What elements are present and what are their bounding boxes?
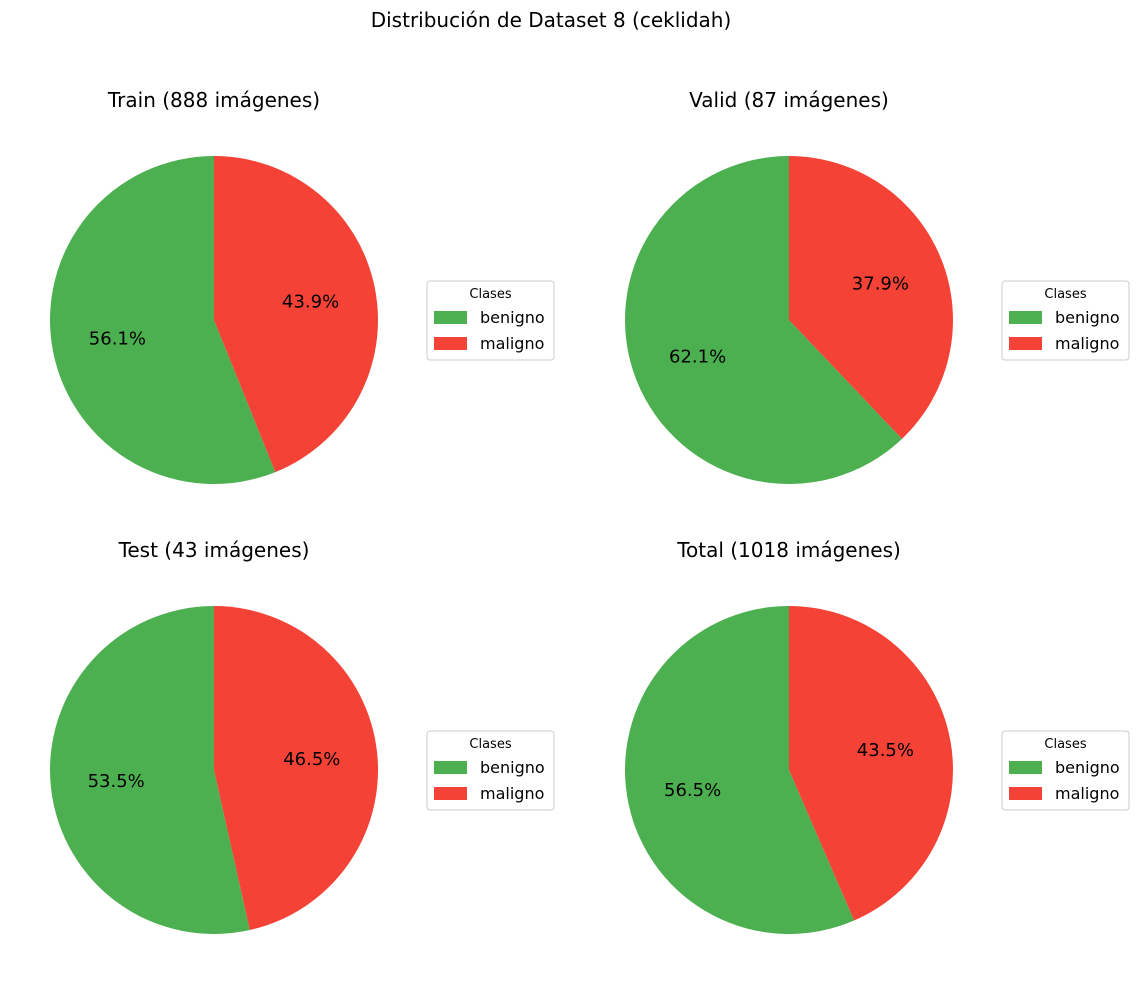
pie-slice-benigno: [49, 156, 276, 485]
pie-panels: Train (888 imágenes) 56.1% 43.9% Clases beni…: [49, 88, 1130, 934]
pie-pct-label: 56.5%: [664, 780, 721, 801]
legend: Clases benigno maligno: [1001, 280, 1130, 361]
pie-panel: Test (43 imágenes) 53.5% 46.5% Clases benign…: [50, 538, 555, 934]
legend-swatch-benigno: [434, 761, 467, 774]
pie-slice-benigno: [624, 156, 903, 485]
legend-label-benigno: benigno: [1055, 308, 1120, 327]
legend-label-benigno: benigno: [480, 308, 545, 327]
pie-title: Total (1018 imágenes): [676, 538, 901, 562]
pie-panel: Valid (87 imágenes) 62.1% 37.9% Clases benig…: [624, 88, 1130, 485]
legend-swatch-benigno: [1009, 311, 1042, 324]
legend: Clases benigno maligno: [426, 280, 555, 361]
legend-swatch-maligno: [434, 337, 467, 350]
pie-title: Valid (87 imágenes): [689, 88, 889, 112]
legend-label-maligno: maligno: [1055, 784, 1119, 803]
legend: Clases benigno maligno: [1001, 730, 1130, 811]
legend: Clases benigno maligno: [426, 730, 555, 811]
legend-swatch-maligno: [1009, 337, 1042, 350]
pie-slice-maligno: [214, 606, 379, 931]
legend-label-maligno: maligno: [480, 334, 544, 353]
legend-swatch-maligno: [434, 787, 467, 800]
legend-swatch-benigno: [434, 311, 467, 324]
pie-pct-label: 53.5%: [88, 771, 145, 792]
pie-pct-label: 56.1%: [89, 329, 146, 350]
legend-title: Clases: [469, 287, 511, 302]
pie-panel: Total (1018 imágenes) 56.5% 43.5% Clases ben…: [624, 538, 1130, 934]
pie-pct-label: 37.9%: [852, 274, 909, 295]
pie-panel: Train (888 imágenes) 56.1% 43.9% Clases beni…: [49, 88, 555, 485]
legend-title: Clases: [1044, 737, 1086, 752]
pie-slice-benigno: [50, 606, 250, 934]
legend-title: Clases: [1044, 287, 1086, 302]
pie-pct-label: 43.5%: [857, 740, 914, 761]
legend-swatch-maligno: [1009, 787, 1042, 800]
pie-title: Test (43 imágenes): [118, 538, 310, 562]
pie-title: Train (888 imágenes): [107, 88, 320, 112]
pie-slice-benigno: [624, 606, 855, 934]
pie-slice-maligno: [789, 606, 953, 921]
legend-label-maligno: maligno: [480, 784, 544, 803]
pie-pct-label: 43.9%: [282, 291, 339, 312]
legend-swatch-benigno: [1009, 761, 1042, 774]
pie-slice-maligno: [214, 156, 378, 473]
legend-label-benigno: benigno: [480, 758, 545, 777]
figure-suptitle: Distribución de Dataset 8 (ceklidah): [371, 8, 732, 32]
pie-pct-label: 62.1%: [669, 347, 726, 368]
pie-pct-label: 46.5%: [283, 749, 340, 770]
legend-title: Clases: [469, 737, 511, 752]
pie-slice-maligno: [789, 156, 953, 439]
legend-label-maligno: maligno: [1055, 334, 1119, 353]
legend-label-benigno: benigno: [1055, 758, 1120, 777]
